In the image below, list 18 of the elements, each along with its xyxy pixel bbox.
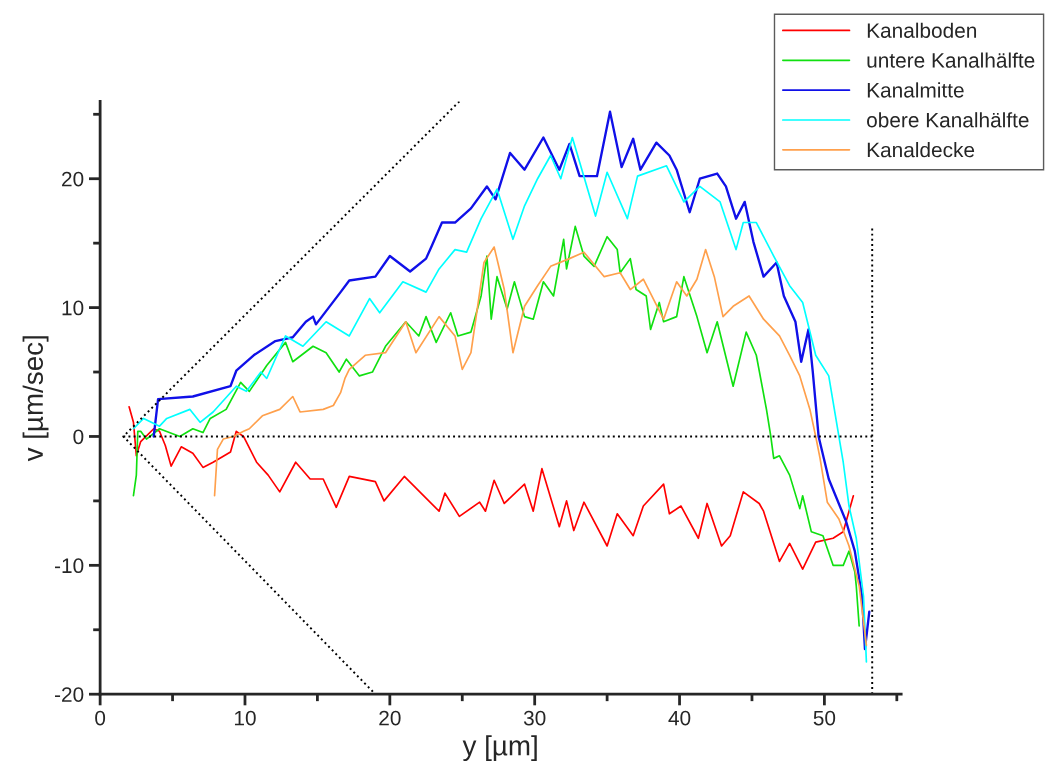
x-tick-label: 50 (813, 710, 836, 726)
legend-label: Kanalboden (867, 22, 977, 38)
x-tick-label: 30 (523, 710, 546, 726)
x-tick-label: 10 (234, 710, 256, 726)
legend-label: untere Kanalhälfte (867, 52, 1035, 68)
y-tick-label: 20 (62, 171, 84, 187)
legend-label: Kanaldecke (867, 142, 975, 158)
x-axis-title: y [µm] (462, 735, 537, 762)
legend-label: Kanalmitte (867, 82, 964, 98)
x-tick-label: 0 (95, 710, 106, 726)
y-tick-label: -10 (54, 558, 84, 574)
legend-label: obere Kanalhälfte (867, 112, 1029, 128)
y-axis-title: v [µm/sec] (22, 336, 49, 462)
y-tick-label: 0 (73, 429, 84, 445)
x-tick-label: 40 (668, 710, 691, 726)
y-tick-label: -20 (54, 687, 84, 702)
x-tick-label: 20 (379, 710, 401, 726)
y-tick-label: 10 (62, 300, 84, 316)
